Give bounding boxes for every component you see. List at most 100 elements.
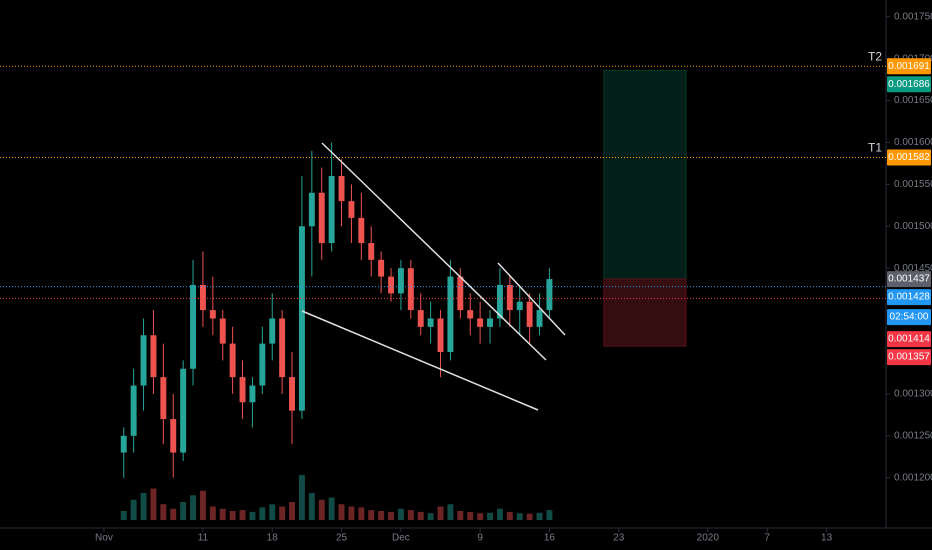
candle-body	[477, 318, 484, 327]
volume-bar	[249, 511, 256, 520]
volume-bar	[457, 511, 464, 520]
volume-bar	[358, 507, 365, 520]
candle-body	[536, 310, 543, 327]
candle-body	[348, 201, 355, 218]
price-badge-label: 0.001437	[888, 274, 930, 285]
volume-bar	[328, 497, 335, 520]
candle-body	[437, 318, 444, 352]
x-tick-label: Nov	[95, 533, 113, 544]
candle-body	[338, 176, 345, 202]
volume-bar	[388, 511, 394, 520]
candle-body	[308, 192, 315, 227]
volume-bar	[160, 504, 167, 520]
volume-bar	[437, 506, 444, 520]
candle-body	[546, 279, 553, 311]
volume-bar	[506, 511, 513, 520]
volume-bar	[120, 511, 127, 520]
candle-body	[140, 335, 147, 386]
volume-bar	[536, 512, 543, 520]
price-badge	[887, 271, 931, 288]
candle-body	[516, 301, 523, 311]
candle-body	[289, 377, 296, 411]
candle-body	[180, 368, 187, 453]
trendlines	[301, 142, 566, 411]
candle-body	[219, 318, 226, 344]
candle-body	[318, 192, 325, 244]
candle-body	[279, 318, 286, 378]
y-tick-label: 0.001250	[894, 430, 932, 441]
volume-bar	[150, 488, 157, 520]
volume-bar	[259, 507, 266, 520]
candle-body	[427, 318, 434, 327]
x-tick-label: 25	[336, 533, 348, 544]
candle-body	[259, 343, 266, 386]
volume-bar	[219, 508, 226, 520]
candle-body	[526, 301, 533, 327]
price-badge	[887, 58, 931, 75]
volume-bar	[199, 490, 206, 520]
candle-body	[447, 276, 454, 352]
volume-bar	[338, 504, 345, 520]
volume-bar	[397, 508, 404, 520]
candle-body	[457, 276, 464, 311]
price-badge	[887, 331, 931, 348]
volume-bar	[487, 512, 493, 520]
volume-bar	[140, 493, 147, 520]
candle-body	[407, 268, 414, 311]
level-name: T1	[868, 141, 882, 155]
y-tick-label: 0.001650	[894, 95, 932, 106]
volume-bar	[407, 510, 414, 520]
candle-body	[239, 377, 246, 403]
candle-body	[388, 276, 394, 294]
axes: 0.001200 0.001250 0.001300 0.001450 0.001500…	[95, 11, 932, 543]
y-tick-label: 0.001550	[894, 179, 932, 190]
x-tick-label: 7	[764, 533, 770, 544]
volume-bar	[239, 510, 246, 520]
candle-body	[170, 419, 177, 453]
volume-bar	[180, 502, 187, 520]
x-tick-label: 18	[267, 533, 279, 544]
x-tick-label: Dec	[392, 533, 410, 544]
volume-bar	[368, 510, 375, 520]
volume-bar	[467, 511, 474, 520]
price-badge-label: 0.001691	[888, 61, 930, 72]
candle-body	[397, 268, 404, 294]
y-tick-label: 0.001450	[894, 263, 932, 274]
volume-bar	[170, 508, 177, 520]
candle-body	[160, 377, 167, 420]
volume-bar	[417, 511, 424, 520]
candle-body	[298, 226, 305, 411]
y-tick-label: 0.001300	[894, 389, 932, 400]
candle-body	[487, 318, 493, 327]
candle-body	[150, 335, 157, 378]
volume-bar	[308, 493, 315, 520]
candle-body	[417, 310, 424, 327]
volume-bar	[378, 511, 385, 520]
x-tick-label: 9	[477, 533, 483, 544]
volume-bar	[516, 513, 523, 520]
trendline	[301, 310, 539, 411]
plot	[0, 65, 886, 520]
volume-bar	[348, 506, 355, 520]
volume-bar	[496, 508, 503, 520]
volume-bar	[447, 504, 454, 520]
volume-bar	[130, 499, 137, 520]
countdown-label: 02:54:00	[890, 312, 929, 323]
volume-bar	[318, 499, 325, 520]
volume-bar	[298, 475, 305, 520]
price-badge-label: 0.001686	[888, 79, 930, 90]
price-badge	[887, 349, 931, 366]
trendline	[497, 262, 566, 336]
volume-bar	[209, 506, 216, 520]
price-badge-label: 0.001582	[888, 152, 930, 163]
price-badge	[887, 149, 931, 166]
candle-body	[506, 284, 513, 311]
volume-bar	[546, 510, 553, 520]
candle-body	[368, 243, 375, 260]
profit-zone	[603, 69, 687, 280]
candle-body	[120, 435, 127, 453]
y-tick-label: 0.001200	[894, 472, 932, 483]
candle-body	[209, 310, 216, 319]
y-tick-label: 0.001750	[894, 11, 932, 22]
loss-zone	[603, 278, 687, 347]
